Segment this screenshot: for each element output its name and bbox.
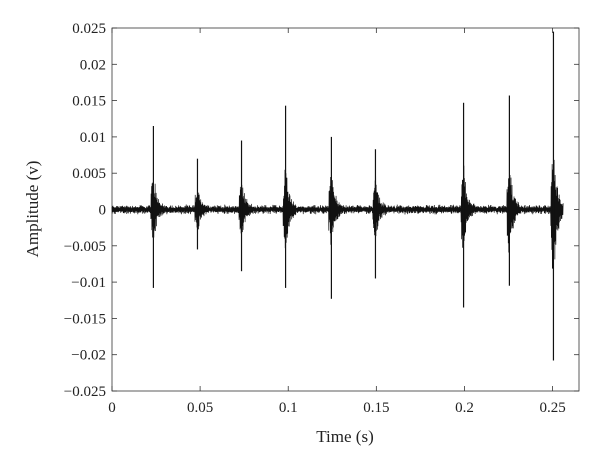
y-tick-label: −0.01 bbox=[71, 275, 106, 291]
x-tick-label: 0.2 bbox=[455, 400, 474, 416]
y-tick-label: −0.02 bbox=[71, 348, 106, 364]
axis-tick-labels: 0 0.05 0.1 0.15 0.2 0.25 0.025 0.02 0.015 0.01 0.0… bbox=[64, 21, 566, 416]
axis-ticks bbox=[111, 27, 579, 392]
signal-series bbox=[111, 31, 564, 361]
x-tick-label: 0.05 bbox=[187, 400, 213, 416]
y-tick-label: −0.015 bbox=[64, 311, 106, 327]
y-tick-label: 0.01 bbox=[80, 130, 106, 146]
y-tick-label: 0.015 bbox=[72, 94, 106, 110]
y-tick-label: 0.005 bbox=[72, 166, 106, 182]
x-tick-label: 0.25 bbox=[539, 400, 565, 416]
y-tick-label: −0.005 bbox=[64, 239, 106, 255]
y-tick-label: −0.025 bbox=[64, 384, 106, 400]
x-tick-label: 0.1 bbox=[279, 400, 298, 416]
x-axis-title: Time (s) bbox=[316, 427, 373, 446]
signal-trace bbox=[111, 146, 564, 287]
y-tick-label: 0.02 bbox=[80, 57, 106, 73]
y-tick-label: 0 bbox=[99, 203, 107, 219]
y-tick-label: 0.025 bbox=[72, 21, 106, 37]
y-axis-title: Amplitude (v) bbox=[23, 161, 42, 258]
x-tick-label: 0 bbox=[108, 400, 116, 416]
x-tick-label: 0.15 bbox=[363, 400, 389, 416]
